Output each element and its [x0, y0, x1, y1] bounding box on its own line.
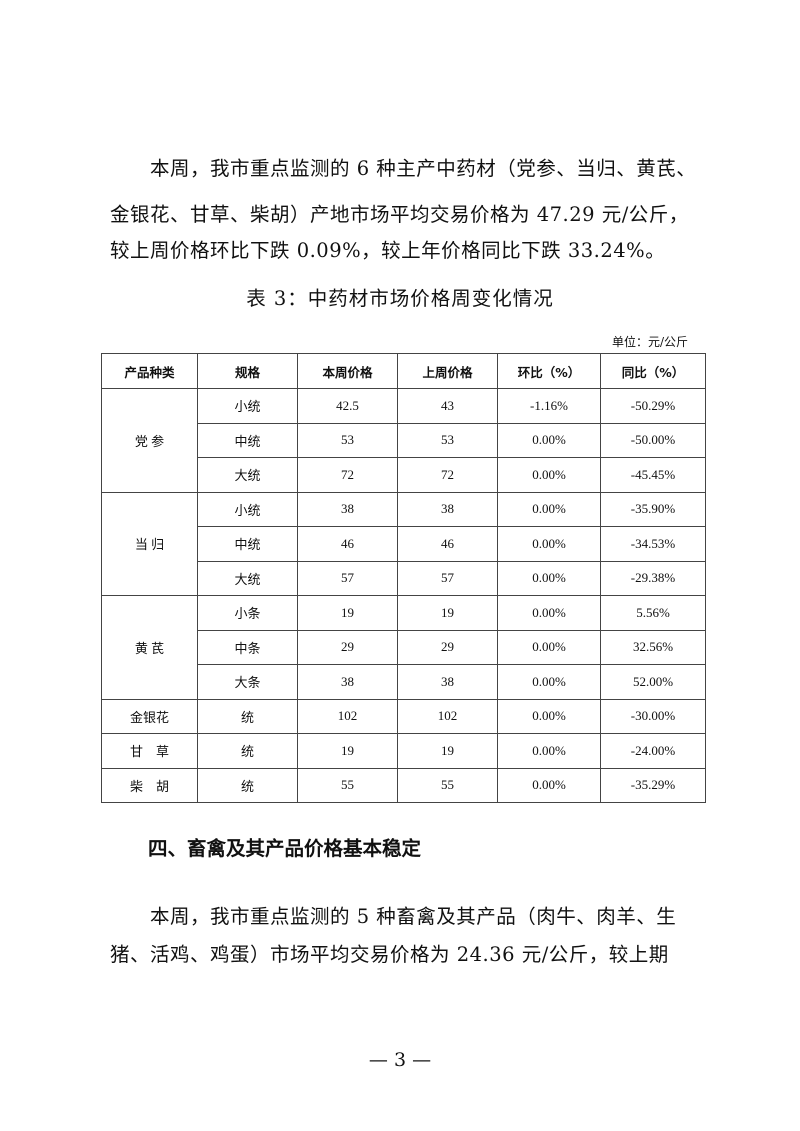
table-cell: 19: [297, 733, 398, 769]
table-cell: 52.00%: [600, 664, 706, 700]
table-cell: 102: [297, 698, 398, 734]
table-cell: 0.00%: [497, 457, 601, 493]
table-row: 金银花统 102 102 0.00% -30.00%: [101, 698, 706, 734]
product-name-cell: 当 归: [101, 491, 198, 596]
column-header: 上周价格: [397, 353, 498, 389]
table-cell: 57: [397, 560, 498, 596]
table-cell: 0.00%: [497, 664, 601, 700]
table-cell: 53: [297, 422, 398, 458]
table-unit: 单位：元/公斤: [611, 335, 688, 349]
table-cell: 29: [297, 629, 398, 665]
table-cell: -24.00%: [600, 733, 706, 769]
table-cell: -50.00%: [600, 422, 706, 458]
column-header: 环比（%）: [497, 353, 601, 389]
table-cell: -34.53%: [600, 526, 706, 562]
table-row: 甘 草统 19 19 0.00% -24.00%: [101, 733, 706, 769]
table-cell: 55: [297, 767, 398, 803]
product-name-cell: 党 参: [101, 388, 198, 493]
table-cell: 38: [397, 664, 498, 700]
product-name-cell: 柴 胡: [101, 767, 198, 803]
table-cell: -29.38%: [600, 560, 706, 596]
table-cell: -30.00%: [600, 698, 706, 734]
table-cell: 102: [397, 698, 498, 734]
page-number: — 3 —: [368, 1049, 432, 1071]
table-cell: 小条: [197, 595, 298, 631]
column-header: 规格: [197, 353, 298, 389]
table-cell: -1.16%: [497, 388, 601, 424]
table-cell: 0.00%: [497, 491, 601, 527]
table-cell: 29: [397, 629, 498, 665]
table-cell: 小统: [197, 491, 298, 527]
table-cell: 大统: [197, 560, 298, 596]
table-caption: 表 3：中药材市场价格周变化情况: [246, 287, 554, 310]
table-row: 柴 胡统 55 55 0.00% -35.29%: [101, 767, 706, 803]
paragraph-line: 猪、活鸡、鸡蛋）市场平均交易价格为 24.36 元/公斤，较上期: [110, 943, 669, 966]
table-cell: 小统: [197, 388, 298, 424]
table-cell: 中条: [197, 629, 298, 665]
table-cell: -35.29%: [600, 767, 706, 803]
table-cell: 46: [397, 526, 498, 562]
table-cell: 0.00%: [497, 422, 601, 458]
table-cell: 统: [197, 698, 298, 734]
section-heading: 四、畜禽及其产品价格基本稳定: [148, 837, 422, 860]
table-cell: 5.56%: [600, 595, 706, 631]
paragraph-line: 金银花、甘草、柴胡）产地市场平均交易价格为 47.29 元/公斤，: [110, 203, 689, 226]
table-row: 中统 53 53 0.00% -50.00%: [102, 422, 706, 458]
table-row: 大统 72 72 0.00% -45.45%: [102, 457, 706, 493]
table-row: 党 参小统 42.5 43 -1.16% -50.29%: [101, 388, 706, 493]
table-cell: 38: [397, 491, 498, 527]
paragraph-line: 本周，我市重点监测的 6 种主产中药材（党参、当归、黄芪、: [110, 157, 697, 180]
table-cell: 55: [397, 767, 498, 803]
table-cell: 中统: [197, 526, 298, 562]
product-name-cell: 甘 草: [101, 733, 198, 769]
table-row: 大统 57 57 0.00% -29.38%: [102, 560, 706, 596]
table-cell: 38: [297, 664, 398, 700]
column-header: 同比（%）: [600, 353, 706, 389]
table-cell: -45.45%: [600, 457, 706, 493]
table-cell: 19: [397, 595, 498, 631]
table-cell: -35.90%: [600, 491, 706, 527]
price-table: 产品种类 规格 本周价格 上周价格 环比（%） 同比（%） 党 参小统 42.5 43 -1.1…: [101, 353, 706, 803]
table-row: 黄 芪小条 19 19 0.00% 5.56%: [101, 595, 706, 700]
table-cell: 大条: [197, 664, 298, 700]
table-cell: 46: [297, 526, 398, 562]
table-cell: 0.00%: [497, 560, 601, 596]
table-cell: 43: [397, 388, 498, 424]
table-cell: 0.00%: [497, 733, 601, 769]
table-cell: 53: [397, 422, 498, 458]
table-cell: 32.56%: [600, 629, 706, 665]
table-cell: 0.00%: [497, 595, 601, 631]
table-cell: 42.5: [297, 388, 398, 424]
column-header: 产品种类: [101, 353, 198, 389]
table-cell: 0.00%: [497, 629, 601, 665]
table-row: 当 归小统 38 38 0.00% -35.90%: [101, 491, 706, 596]
table-cell: 大统: [197, 457, 298, 493]
table-cell: 0.00%: [497, 767, 601, 803]
table-cell: 统: [197, 767, 298, 803]
table-cell: 统: [197, 733, 298, 769]
product-name-cell: 金银花: [101, 698, 198, 734]
table-row: 中条 29 29 0.00% 32.56%: [102, 629, 706, 665]
table-cell: 57: [297, 560, 398, 596]
table-cell: 19: [397, 733, 498, 769]
paragraph-line: 较上周价格环比下跌 0.09%，较上年价格同比下跌 33.24%。: [110, 239, 666, 262]
table-row: 大条 38 38 0.00% 52.00%: [102, 664, 706, 700]
table-row: 中统 46 46 0.00% -34.53%: [102, 526, 706, 562]
table-cell: 0.00%: [497, 698, 601, 734]
table-cell: 19: [297, 595, 398, 631]
table-cell: 72: [397, 457, 498, 493]
table-cell: -50.29%: [600, 388, 706, 424]
table-cell: 0.00%: [497, 526, 601, 562]
table-cell: 中统: [197, 422, 298, 458]
table-cell: 38: [297, 491, 398, 527]
table-header-row: 产品种类 规格 本周价格 上周价格 环比（%） 同比（%）: [101, 353, 706, 389]
product-name-cell: 黄 芪: [101, 595, 198, 700]
paragraph-line: 本周，我市重点监测的 5 种畜禽及其产品（肉牛、肉羊、生: [110, 905, 677, 928]
table-cell: 72: [297, 457, 398, 493]
column-header: 本周价格: [297, 353, 398, 389]
